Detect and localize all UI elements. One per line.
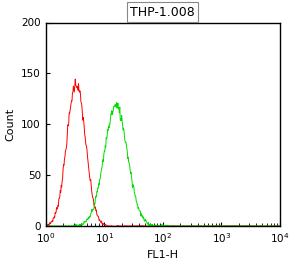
Title: THP-1.008: THP-1.008	[130, 6, 195, 19]
Y-axis label: Count: Count	[6, 108, 16, 141]
X-axis label: FL1-H: FL1-H	[147, 251, 179, 260]
